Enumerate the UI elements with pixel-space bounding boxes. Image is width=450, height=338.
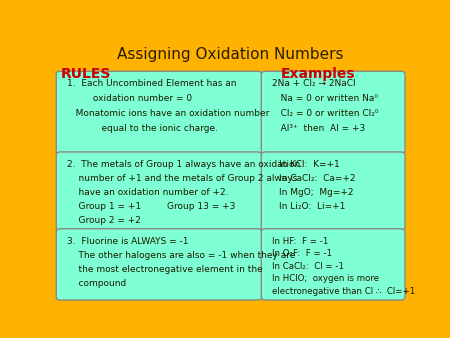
Text: Group 1 = +1         Group 13 = +3: Group 1 = +1 Group 13 = +3: [67, 202, 235, 211]
Text: In MgO;  Mg=+2: In MgO; Mg=+2: [279, 188, 353, 197]
Text: compound: compound: [67, 279, 126, 288]
Text: Examples: Examples: [280, 67, 355, 80]
Text: Al³⁺  then  Al = +3: Al³⁺ then Al = +3: [272, 124, 365, 134]
Text: In CaCl₂:  Ca=+2: In CaCl₂: Ca=+2: [279, 174, 355, 183]
Text: Cl₂ = 0 or written Cl₂⁰: Cl₂ = 0 or written Cl₂⁰: [272, 109, 378, 118]
Text: have an oxidation number of +2.: have an oxidation number of +2.: [67, 188, 228, 197]
FancyBboxPatch shape: [56, 152, 261, 231]
Text: number of +1 and the metals of Group 2 always: number of +1 and the metals of Group 2 a…: [67, 174, 297, 183]
Text: In HF:  F = -1: In HF: F = -1: [272, 237, 328, 245]
Text: Assigning Oxidation Numbers: Assigning Oxidation Numbers: [117, 47, 344, 62]
Text: Monatomic ions have an oxidation number: Monatomic ions have an oxidation number: [67, 109, 269, 118]
FancyBboxPatch shape: [261, 152, 405, 231]
Text: electronegative than Cl ∴  Cl=+1: electronegative than Cl ∴ Cl=+1: [272, 287, 415, 295]
Text: 1.  Each Uncombined Element has an: 1. Each Uncombined Element has an: [67, 79, 236, 88]
Text: In KCl:  K=+1: In KCl: K=+1: [279, 160, 339, 169]
Text: 3.  Fluorine is ALWAYS = -1: 3. Fluorine is ALWAYS = -1: [67, 237, 188, 245]
Text: In HClO;  oxygen is more: In HClO; oxygen is more: [272, 274, 379, 283]
Text: Group 2 = +2: Group 2 = +2: [67, 216, 140, 225]
Text: In Li₂O:  Li=+1: In Li₂O: Li=+1: [279, 202, 345, 211]
FancyBboxPatch shape: [261, 229, 405, 300]
Text: RULES: RULES: [60, 67, 111, 80]
Text: In CaCl₂:  Cl = -1: In CaCl₂: Cl = -1: [272, 262, 344, 270]
Text: The other halogens are also = -1 when they are: The other halogens are also = -1 when th…: [67, 250, 295, 260]
Text: the most electronegative element in the: the most electronegative element in the: [67, 265, 262, 274]
FancyBboxPatch shape: [56, 71, 261, 154]
Text: equal to the ionic charge.: equal to the ionic charge.: [67, 124, 218, 134]
Text: Na = 0 or written Na⁰: Na = 0 or written Na⁰: [272, 94, 378, 103]
FancyBboxPatch shape: [261, 71, 405, 154]
Text: oxidation number = 0: oxidation number = 0: [67, 94, 192, 103]
FancyBboxPatch shape: [56, 229, 261, 300]
Text: 2.  The metals of Group 1 always have an oxidation: 2. The metals of Group 1 always have an …: [67, 160, 300, 169]
Text: 2Na + Cl₂ → 2NaCl: 2Na + Cl₂ → 2NaCl: [272, 79, 356, 88]
Text: In O₂F:  F = -1: In O₂F: F = -1: [272, 249, 332, 258]
